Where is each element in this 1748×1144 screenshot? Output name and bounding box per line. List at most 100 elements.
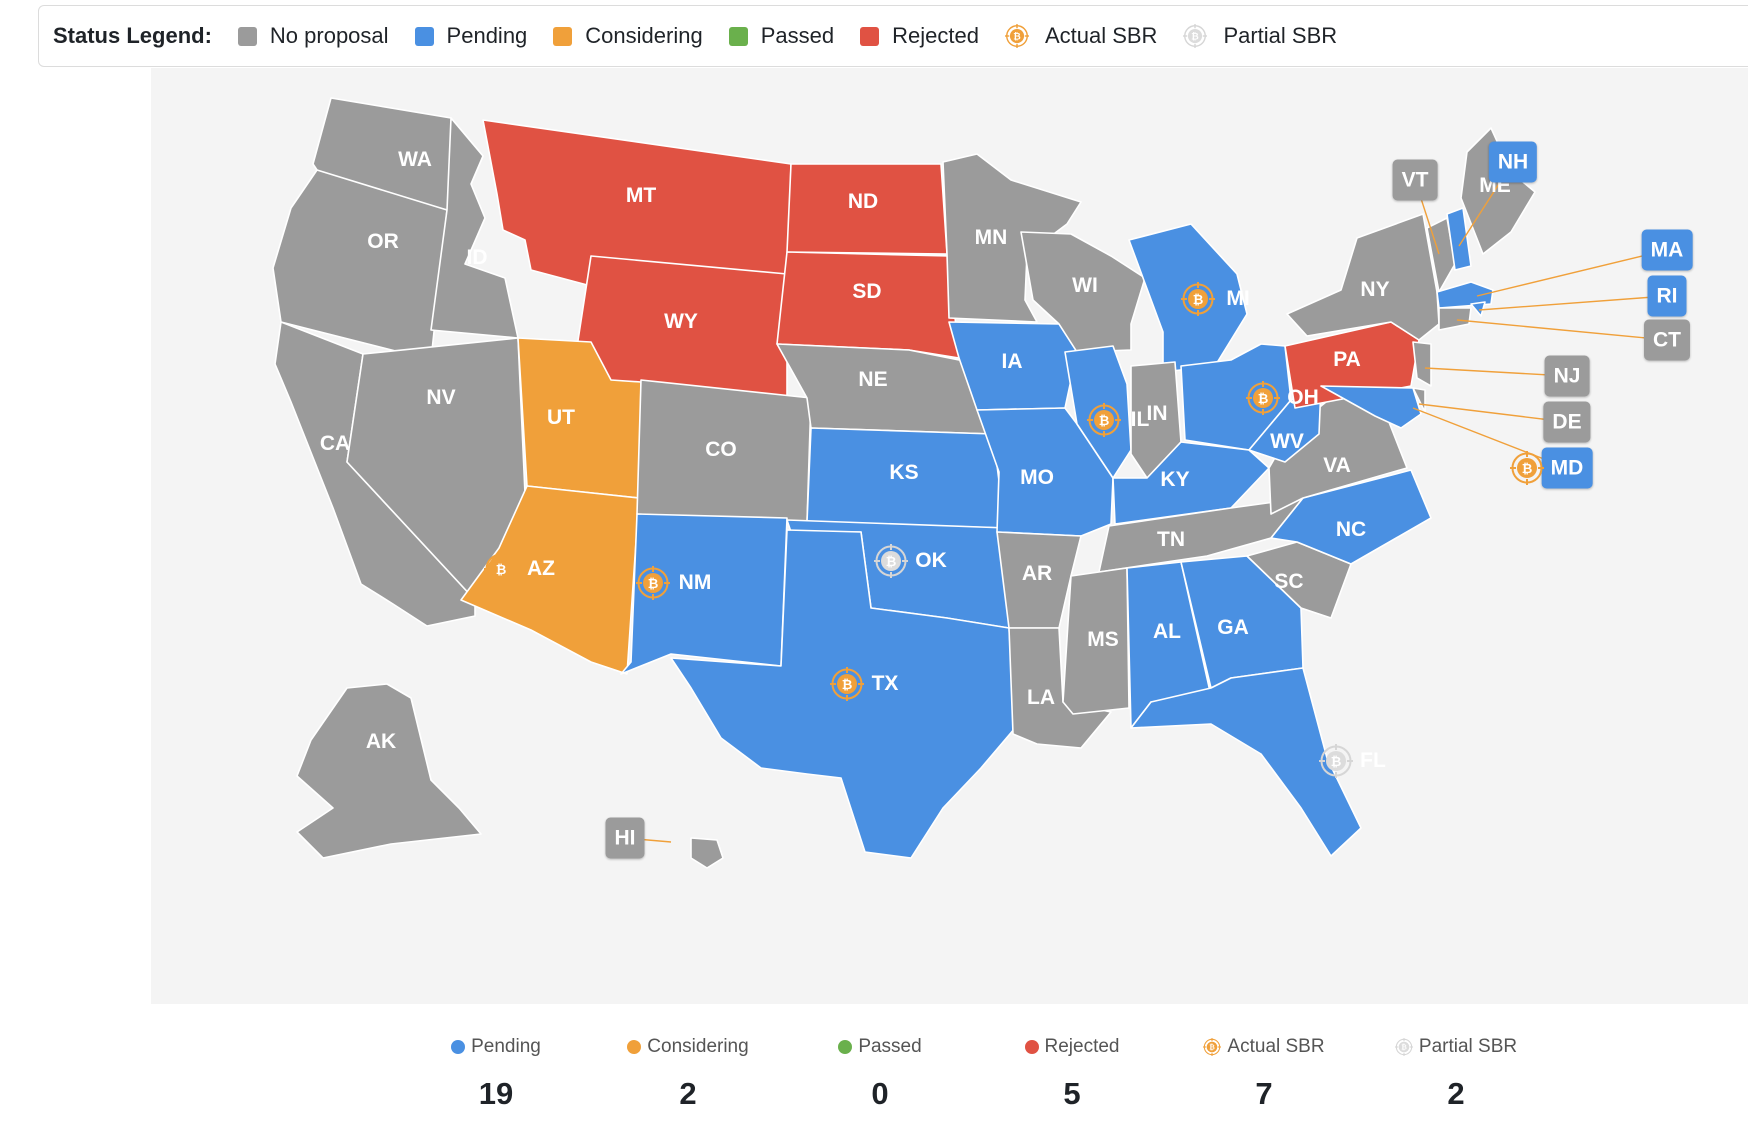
state-ak[interactable] xyxy=(296,683,482,859)
legend-item-passed: Passed xyxy=(728,23,834,49)
legend-swatch xyxy=(237,26,257,46)
actual-sbr-icon[interactable]: ₿ xyxy=(830,667,864,701)
svg-text:₿: ₿ xyxy=(496,563,507,578)
legend-label: Actual SBR xyxy=(1044,23,1158,48)
partial-sbr-icon[interactable]: ₿ xyxy=(874,544,908,578)
legend-swatch xyxy=(860,26,880,46)
state-ct[interactable] xyxy=(1438,307,1472,331)
svg-text:₿: ₿ xyxy=(1258,392,1269,407)
callout-line-md xyxy=(1412,407,1568,469)
callout-line-ct xyxy=(1456,319,1668,341)
state-nh[interactable] xyxy=(1446,207,1472,271)
state-badge-nh[interactable]: NH xyxy=(1488,141,1538,183)
state-la[interactable] xyxy=(1008,627,1112,749)
state-nm[interactable] xyxy=(620,513,788,675)
state-sd[interactable] xyxy=(776,251,960,359)
status-dot xyxy=(451,1040,466,1054)
legend-item-considering: Considering xyxy=(553,23,703,49)
stat-considering: Considering 2 xyxy=(592,1036,784,1112)
actual-sbr-icon[interactable]: ₿ xyxy=(1181,282,1215,316)
stat-label: ₿ Partial SBR xyxy=(1360,1036,1552,1058)
state-md[interactable] xyxy=(1320,385,1422,429)
state-id[interactable] xyxy=(430,117,519,339)
stat-label: ₿ Actual SBR xyxy=(1168,1036,1360,1058)
actual-sbr-icon[interactable]: ₿ xyxy=(1087,403,1121,437)
stat-value: 19 xyxy=(478,1076,514,1111)
stat-value: 2 xyxy=(1447,1076,1465,1111)
stat-value: 2 xyxy=(679,1076,697,1111)
svg-text:₿: ₿ xyxy=(1522,462,1533,477)
state-badge-md[interactable]: MD xyxy=(1541,447,1593,489)
state-ms[interactable] xyxy=(1062,567,1130,715)
state-sc[interactable] xyxy=(1246,541,1352,619)
state-ny[interactable] xyxy=(1286,213,1440,341)
state-badge-ct[interactable]: CT xyxy=(1644,319,1690,361)
state-ma[interactable] xyxy=(1436,281,1494,309)
legend-swatch xyxy=(728,26,748,46)
state-wi[interactable] xyxy=(1020,231,1146,353)
legend-label: Partial SBR xyxy=(1223,23,1338,48)
actual-sbr-icon[interactable]: ₿ xyxy=(1246,381,1280,415)
stat-label-text: Partial SBR xyxy=(1418,1036,1518,1057)
legend-swatch xyxy=(553,26,573,46)
state-ar[interactable] xyxy=(996,531,1082,629)
status-dot xyxy=(627,1040,642,1054)
state-nd[interactable] xyxy=(786,163,948,255)
state-nj[interactable] xyxy=(1412,341,1432,387)
state-badge-de[interactable]: DE xyxy=(1543,401,1591,443)
state-co[interactable] xyxy=(636,379,812,523)
legend-item-actual-sbr: ₿ Actual SBR xyxy=(1004,23,1158,49)
svg-text:₿: ₿ xyxy=(1210,1044,1216,1052)
stat-value: 7 xyxy=(1255,1076,1273,1111)
stat-label-text: Pending xyxy=(471,1036,541,1057)
state-badge-hi[interactable]: HI xyxy=(605,817,645,859)
state-badge-ma[interactable]: MA xyxy=(1641,229,1693,271)
legend-swatch xyxy=(414,26,434,46)
state-hi[interactable] xyxy=(690,837,724,869)
state-badge-ri[interactable]: RI xyxy=(1647,275,1687,317)
svg-text:₿: ₿ xyxy=(886,555,897,570)
svg-text:₿: ₿ xyxy=(1192,32,1200,43)
state-mi[interactable] xyxy=(1128,223,1248,373)
state-de[interactable] xyxy=(1412,387,1426,413)
stat-label: Considering xyxy=(592,1036,784,1058)
legend-label: Rejected xyxy=(892,23,979,48)
stat-actual-sbr: ₿ Actual SBR 7 xyxy=(1168,1036,1360,1112)
state-oh[interactable] xyxy=(1180,343,1292,451)
legend-label: No proposal xyxy=(269,23,389,48)
state-me[interactable] xyxy=(1460,127,1536,255)
callout-line-nj xyxy=(1424,367,1568,377)
stat-partial-sbr: ₿ Partial SBR 2 xyxy=(1360,1036,1552,1112)
stat-label-text: Considering xyxy=(647,1036,749,1057)
legend-label: Pending xyxy=(446,23,528,48)
svg-text:₿: ₿ xyxy=(1193,293,1204,308)
state-ri[interactable] xyxy=(1470,301,1486,317)
state-fl[interactable] xyxy=(1130,667,1362,857)
state-mo[interactable] xyxy=(976,407,1114,537)
actual-sbr-icon[interactable]: ₿ xyxy=(1510,451,1544,485)
legend-title: Status Legend: xyxy=(53,23,212,48)
legend-item-no-proposal: No proposal xyxy=(237,23,389,49)
callout-line-ri xyxy=(1478,295,1668,311)
state-ks[interactable] xyxy=(806,427,1006,529)
svg-text:₿: ₿ xyxy=(1401,1044,1407,1052)
stat-label: Rejected xyxy=(976,1036,1168,1058)
stat-rejected: Rejected 5 xyxy=(976,1036,1168,1112)
callout-line-ma xyxy=(1476,249,1668,297)
state-ky[interactable] xyxy=(1112,441,1270,525)
legend-items: No proposal Pending Considering Passed Rejec… xyxy=(237,23,1363,49)
stat-value: 5 xyxy=(1063,1076,1081,1111)
actual-sbr-icon[interactable]: ₿ xyxy=(484,552,518,586)
state-badge-nj[interactable]: NJ xyxy=(1544,355,1590,397)
callout-line-de xyxy=(1418,403,1568,423)
partial-sbr-icon[interactable]: ₿ xyxy=(1319,744,1353,778)
stat-label-text: Passed xyxy=(858,1036,922,1057)
stat-value: 0 xyxy=(871,1076,889,1111)
state-badge-vt[interactable]: VT xyxy=(1392,159,1438,201)
legend-item-rejected: Rejected xyxy=(860,23,979,49)
status-counts: Pending 19 Considering 2 Passed 0 Rejected 5 ₿ … xyxy=(400,1036,1520,1136)
state-tx[interactable] xyxy=(670,529,1016,859)
us-map xyxy=(272,97,1668,869)
svg-text:₿: ₿ xyxy=(842,678,853,693)
actual-sbr-icon[interactable]: ₿ xyxy=(636,566,670,600)
